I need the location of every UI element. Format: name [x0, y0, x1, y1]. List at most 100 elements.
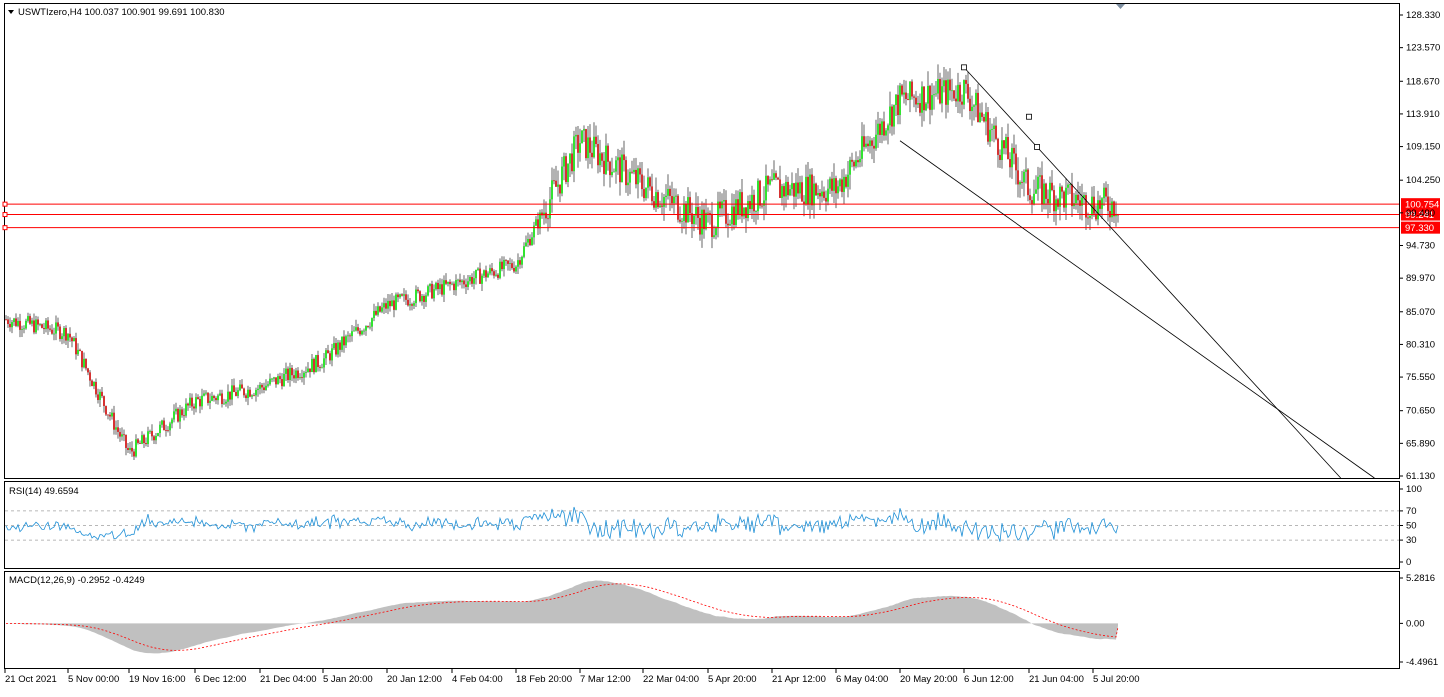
candle-body: [713, 235, 715, 237]
candle-body: [693, 215, 695, 225]
candle-body: [293, 375, 295, 379]
candle-body: [457, 279, 459, 281]
candle-body: [859, 158, 861, 163]
candle-body: [869, 140, 871, 147]
candle-body: [209, 400, 211, 403]
candle-body: [667, 188, 669, 196]
candle-body: [603, 160, 605, 174]
candle-body: [233, 385, 235, 393]
candle-body: [207, 392, 209, 403]
candle-body: [527, 238, 529, 243]
rsi-pane[interactable]: [4, 481, 1400, 569]
candle-body: [321, 367, 323, 369]
candle-body: [1085, 195, 1087, 218]
candle-body: [597, 144, 599, 166]
candle-body: [817, 192, 819, 196]
candle-body: [275, 377, 277, 385]
candle-body: [45, 320, 47, 330]
candle-body: [449, 281, 451, 285]
candle-body: [247, 389, 249, 399]
candle-body: [239, 384, 241, 391]
candle-body: [583, 129, 585, 131]
candle-body: [1103, 187, 1105, 199]
candle-body: [87, 368, 89, 373]
price-tick-label: 70.650: [1406, 406, 1435, 417]
candle-body: [1041, 175, 1043, 205]
candle-body: [701, 209, 703, 235]
candle-body: [755, 211, 757, 212]
time-tick-label: 6 Dec 12:00: [195, 674, 246, 685]
price-tick-label: 85.070: [1406, 307, 1435, 318]
candle-body: [179, 409, 181, 422]
candle-body: [1019, 181, 1021, 185]
candle-body: [223, 403, 225, 405]
candle-body: [51, 329, 53, 334]
candle-body: [967, 83, 969, 99]
candle-body: [703, 209, 705, 230]
candle-body: [663, 197, 665, 207]
candle-body: [989, 129, 991, 142]
candle-body: [385, 303, 387, 309]
candle-body: [945, 80, 947, 105]
price-tick-label: 104.250: [1406, 175, 1440, 186]
candle-body: [515, 266, 517, 272]
candle-body: [121, 434, 123, 437]
candle-body: [37, 319, 39, 325]
candle-body: [155, 435, 157, 441]
candle-body: [683, 203, 685, 221]
candle-body: [743, 207, 745, 217]
time-tick-label: 6 May 04:00: [836, 674, 888, 685]
candle-body: [969, 98, 971, 112]
candle-body: [103, 396, 105, 407]
candle-body: [83, 358, 85, 368]
candle-body: [841, 179, 843, 192]
candle-body: [787, 181, 789, 196]
candle-body: [975, 92, 977, 106]
candle-body: [401, 294, 403, 296]
candle-body: [453, 283, 455, 291]
candle-body: [29, 316, 31, 324]
time-tick-label: 19 Nov 16:00: [129, 674, 186, 685]
channel-anchor-handle: [1026, 113, 1032, 120]
candle-body: [61, 336, 63, 339]
candle-body: [1055, 199, 1057, 212]
macd-tick-label: 0.00: [1406, 618, 1425, 629]
candle-body: [995, 125, 997, 139]
candle-body: [901, 85, 903, 95]
candle-body: [641, 174, 643, 190]
candle-body: [757, 180, 759, 212]
candle-body: [797, 182, 799, 194]
candle-body: [303, 372, 305, 378]
candle-body: [109, 414, 111, 417]
candle-body: [173, 411, 175, 420]
trend-channel[interactable]: [899, 64, 1375, 479]
shift-marker-icon[interactable]: [1116, 4, 1125, 9]
candle-body: [565, 156, 567, 182]
candle-body: [447, 281, 449, 284]
candle-body: [197, 397, 199, 399]
candle-body: [263, 387, 265, 391]
triangle-down-icon[interactable]: [8, 10, 14, 14]
candle-body: [77, 349, 79, 355]
candle-body: [497, 274, 499, 278]
candle-body: [857, 160, 859, 163]
candle-body: [41, 324, 43, 328]
candle-body: [445, 280, 447, 284]
candle-body: [451, 283, 453, 285]
candle-body: [245, 395, 247, 399]
candle-body: [491, 268, 493, 272]
candle-body: [691, 213, 693, 225]
candle-body: [333, 343, 335, 349]
candle-body: [301, 377, 303, 378]
candle-body: [7, 319, 9, 325]
candle-body: [671, 196, 673, 204]
candle-body: [517, 260, 519, 267]
candle-body: [551, 180, 553, 200]
candle-body: [725, 200, 727, 224]
candle-body: [943, 80, 945, 87]
candle-body: [1049, 182, 1051, 204]
candle-body: [925, 103, 927, 111]
candle-body: [959, 84, 961, 102]
